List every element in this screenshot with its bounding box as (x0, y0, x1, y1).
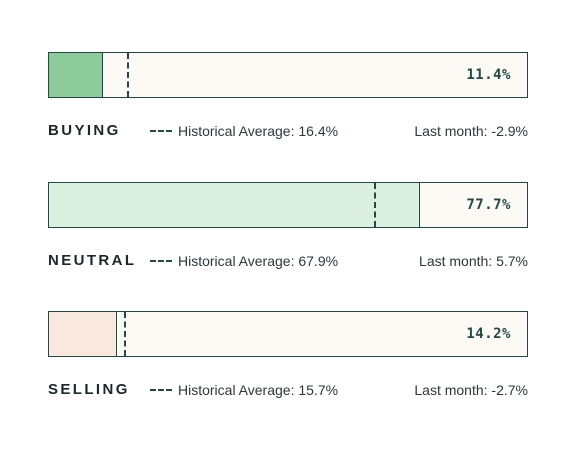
neutral-info-row: NEUTRAL Historical Average: 67.9% Last m… (48, 252, 528, 272)
neutral-historical-average-marker (373, 183, 376, 227)
buying-bar-fill (49, 53, 104, 97)
neutral-last-month: Last month: 5.7% (419, 253, 528, 269)
buying-historical-average-marker (127, 53, 130, 97)
selling-bar: 14.2% (48, 311, 528, 357)
selling-bar-fill (49, 312, 117, 356)
selling-info-row: SELLING Historical Average: 15.7% Last m… (48, 381, 528, 401)
neutral-value-label: 77.7% (466, 197, 511, 213)
selling-value-label: 14.2% (466, 326, 511, 342)
dashed-line-icon (150, 389, 172, 392)
neutral-historical-average-text: Historical Average: 67.9% (178, 253, 339, 269)
selling-historical-average-text: Historical Average: 15.7% (178, 382, 339, 398)
buying-last-month: Last month: -2.9% (414, 123, 528, 139)
neutral-block: 77.7% NEUTRAL Historical Average: 67.9% … (48, 182, 528, 269)
buying-value-label: 11.4% (466, 67, 511, 83)
neutral-historical-average: Historical Average: 67.9% (150, 253, 338, 269)
neutral-label: NEUTRAL (48, 252, 137, 269)
selling-last-month: Last month: -2.7% (414, 382, 528, 398)
selling-historical-average-marker (124, 312, 127, 356)
buying-historical-average-text: Historical Average: 16.4% (178, 123, 339, 139)
buying-label: BUYING (48, 122, 121, 139)
dashed-line-icon (150, 130, 172, 133)
selling-historical-average: Historical Average: 15.7% (150, 382, 338, 398)
dashed-line-icon (150, 260, 172, 263)
buying-bar: 11.4% (48, 52, 528, 98)
buying-block: 11.4% BUYING Historical Average: 16.4% L… (48, 52, 528, 139)
selling-label: SELLING (48, 381, 130, 398)
buying-info-row: BUYING Historical Average: 16.4% Last mo… (48, 122, 528, 142)
neutral-bar-fill (49, 183, 421, 227)
neutral-bar: 77.7% (48, 182, 528, 228)
buying-historical-average: Historical Average: 16.4% (150, 123, 338, 139)
selling-block: 14.2% SELLING Historical Average: 15.7% … (48, 311, 528, 398)
